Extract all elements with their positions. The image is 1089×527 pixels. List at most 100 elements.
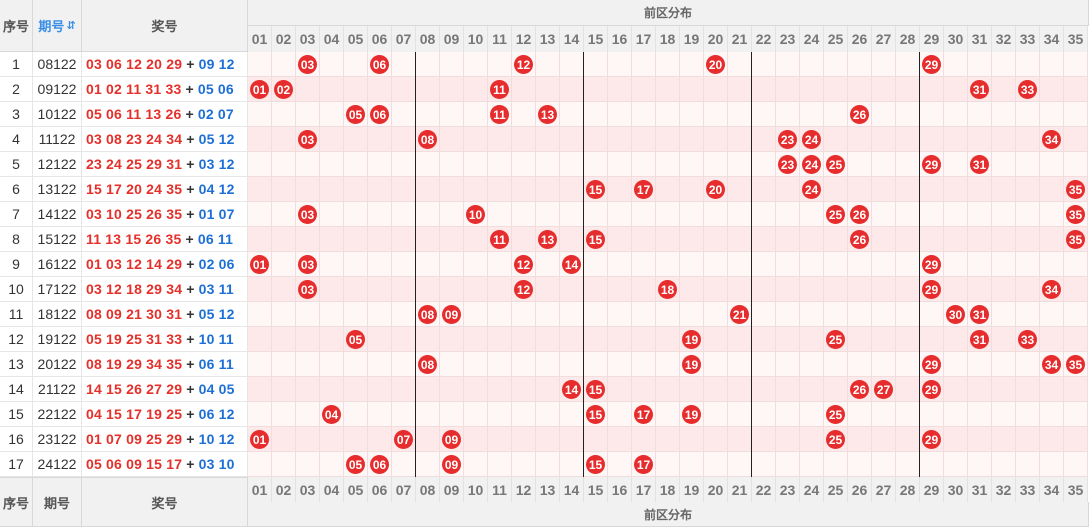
column-number: 08 [416, 477, 440, 502]
period-cell: 10122 [33, 102, 82, 127]
plus-sign: + [186, 356, 195, 372]
grid-cell [1064, 402, 1088, 427]
front-numbers: 03 06 12 20 29 [86, 56, 183, 72]
grid-cell [872, 427, 896, 452]
grid-cell [872, 252, 896, 277]
grid-cell [848, 52, 872, 77]
award-numbers: 08 19 29 34 35 +06 11 [82, 352, 248, 377]
grid-cell [704, 427, 728, 452]
grid-cell [752, 102, 776, 127]
period-header-sortable[interactable]: 期号 ⇵ [33, 0, 82, 52]
back-numbers: 05 06 [197, 81, 234, 97]
grid-cell [368, 327, 392, 352]
grid-cell [704, 152, 728, 177]
column-number: 21 [728, 477, 752, 502]
grid-cell [440, 352, 464, 377]
column-number: 15 [584, 477, 608, 502]
grid-cell [536, 302, 560, 327]
grid-cell [344, 352, 368, 377]
grid-cell [536, 277, 560, 302]
grid-cell [1064, 52, 1088, 77]
grid-cell [488, 177, 512, 202]
grid-cell [920, 177, 944, 202]
grid-cell [584, 77, 608, 102]
grid-cell [776, 177, 800, 202]
grid-cell [848, 252, 872, 277]
grid-cell [248, 152, 272, 177]
grid-cell [776, 202, 800, 227]
column-number: 04 [320, 26, 344, 52]
grid-cell [728, 52, 752, 77]
column-number: 34 [1040, 477, 1064, 502]
back-numbers: 05 12 [198, 306, 235, 322]
grid-cell [608, 252, 632, 277]
seq-footer: 序号 [0, 477, 33, 527]
grid-cell [512, 377, 536, 402]
front-ball: 19 [682, 355, 701, 374]
front-ball: 13 [538, 230, 557, 249]
front-ball: 31 [970, 80, 989, 99]
grid-cell [512, 452, 536, 477]
front-ball: 08 [418, 130, 437, 149]
grid-cell [416, 202, 440, 227]
grid-cell [392, 152, 416, 177]
grid-cell [512, 352, 536, 377]
front-numbers: 03 08 23 24 34 [86, 131, 183, 147]
grid-cell [1040, 202, 1064, 227]
front-numbers: 03 12 18 29 34 [86, 281, 183, 297]
grid-cell [392, 352, 416, 377]
grid-cell [1040, 302, 1064, 327]
grid-cell [944, 152, 968, 177]
grid-cell [896, 427, 920, 452]
grid-cell [464, 277, 488, 302]
grid-cell [464, 402, 488, 427]
grid-cell [248, 102, 272, 127]
grid-cell [488, 327, 512, 352]
grid-cell [584, 277, 608, 302]
grid-cell [704, 77, 728, 102]
grid-cell [656, 302, 680, 327]
grid-cell [440, 327, 464, 352]
grid-cell [872, 302, 896, 327]
grid-cell [800, 302, 824, 327]
grid-cell [704, 277, 728, 302]
grid-cell [848, 77, 872, 102]
grid-cell [296, 377, 320, 402]
grid-cell [944, 127, 968, 152]
grid-cell [1040, 77, 1064, 102]
grid-cell [368, 202, 392, 227]
grid-cell [728, 452, 752, 477]
grid-cell [464, 227, 488, 252]
column-number: 32 [992, 477, 1016, 502]
grid-cell [776, 377, 800, 402]
column-number: 04 [320, 477, 344, 502]
grid-cell [320, 277, 344, 302]
column-number: 23 [776, 477, 800, 502]
grid-cell [416, 402, 440, 427]
grid-cell [992, 452, 1016, 477]
grid-cell [1064, 77, 1088, 102]
column-number: 33 [1016, 26, 1040, 52]
column-number: 02 [272, 26, 296, 52]
grid-cell [536, 177, 560, 202]
grid-cell [464, 377, 488, 402]
grid-cell [296, 302, 320, 327]
seq-cell: 11 [0, 302, 33, 327]
grid-cell [344, 377, 368, 402]
grid-cell [440, 77, 464, 102]
grid-cell [512, 77, 536, 102]
grid-cell [1064, 127, 1088, 152]
grid-cell [368, 177, 392, 202]
grid-cell [392, 102, 416, 127]
front-ball: 33 [1018, 80, 1037, 99]
front-ball: 26 [850, 205, 869, 224]
grid-cell [344, 177, 368, 202]
award-numbers: 04 15 17 19 25 +06 12 [82, 402, 248, 427]
grid-cell [704, 227, 728, 252]
grid-cell [656, 202, 680, 227]
grid-cell [1016, 452, 1040, 477]
grid-cell [392, 52, 416, 77]
plus-sign: + [186, 156, 195, 172]
grid-cell [728, 152, 752, 177]
award-numbers: 05 19 25 31 33 +10 11 [82, 327, 248, 352]
